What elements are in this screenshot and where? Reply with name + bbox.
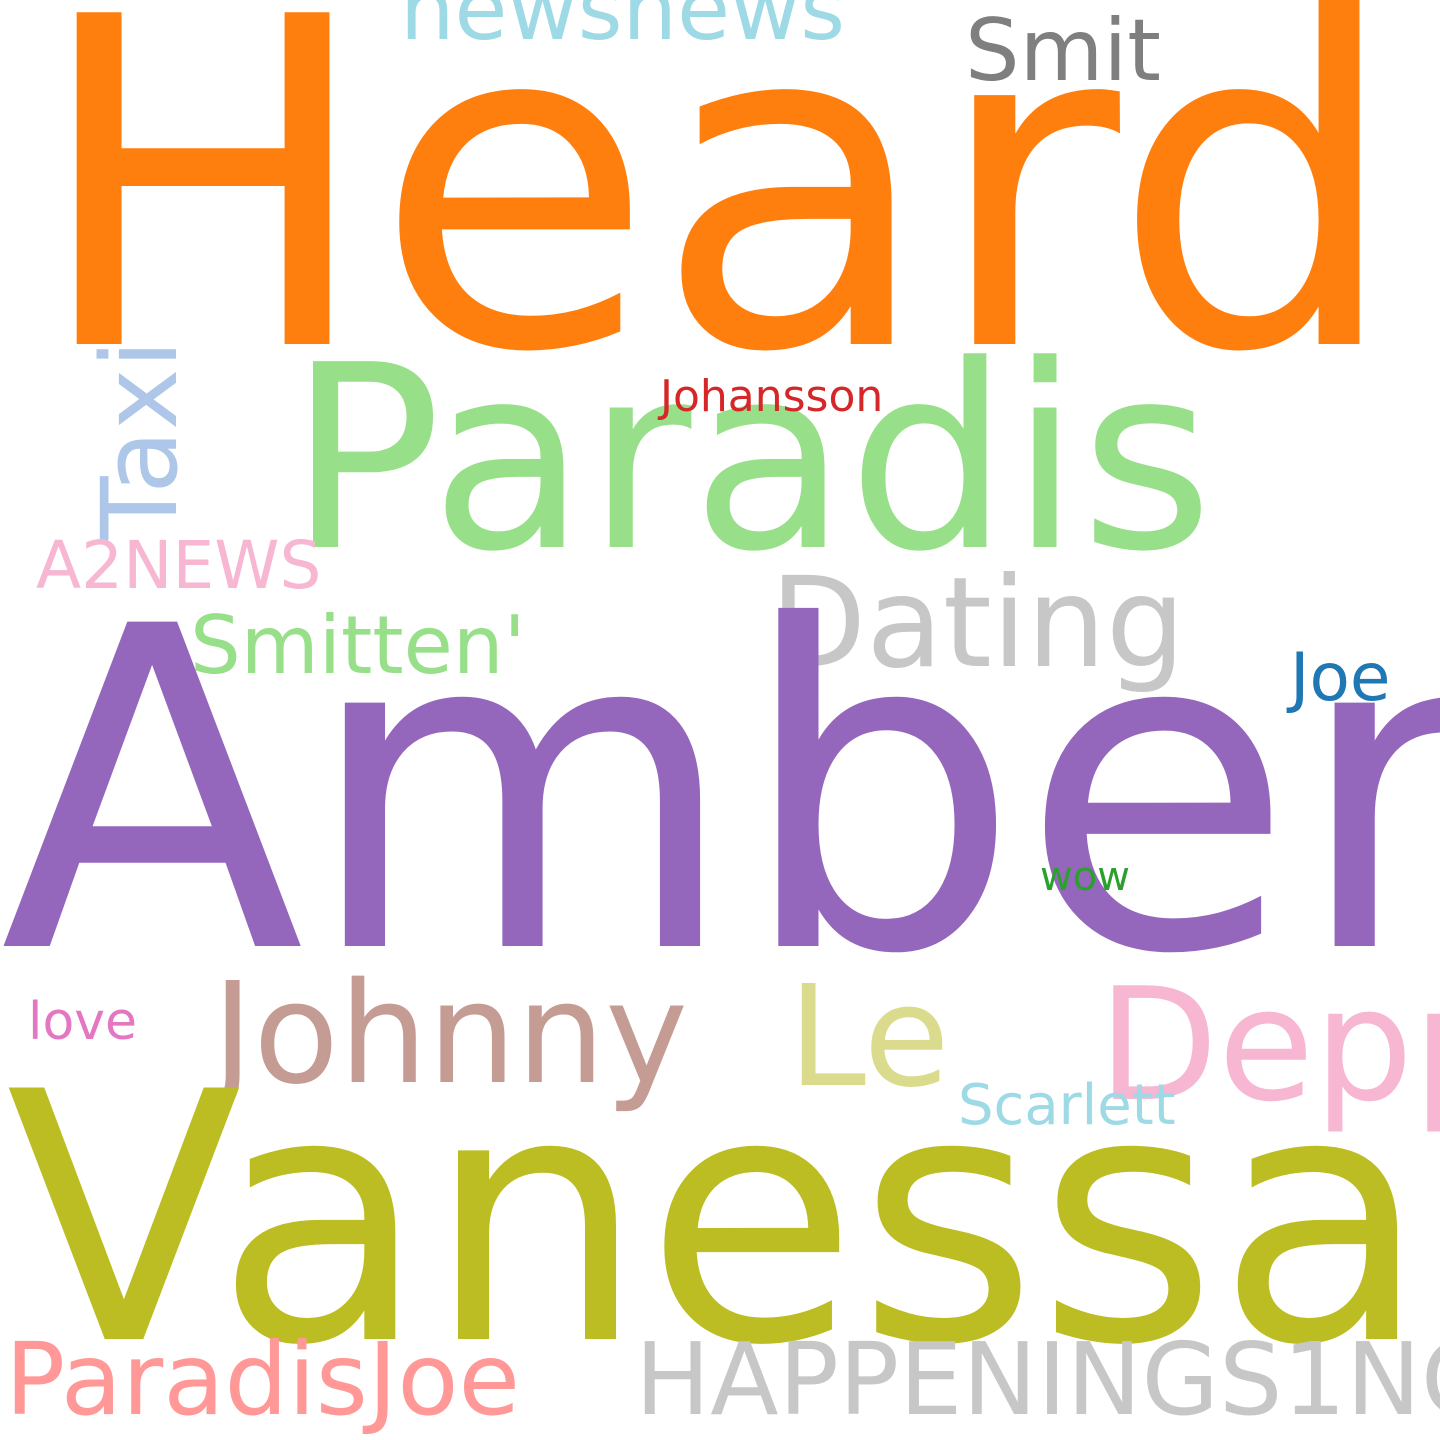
word-heard: Heard <box>32 0 1401 452</box>
word-paradisjoe: ParadisJoe <box>5 1321 521 1438</box>
word-scarlett: Scarlett <box>958 1073 1176 1138</box>
word-vanessa: Vanessa <box>6 1020 1429 1421</box>
word-taxi: Taxi <box>79 339 201 540</box>
word-love: love <box>28 992 138 1052</box>
word-smit: Smit <box>965 1 1161 101</box>
word-amber: Amber <box>0 533 1440 1051</box>
word-smitten: Smitten' <box>190 599 526 692</box>
word-paradis: Paradis <box>288 311 1214 608</box>
word-le: Le <box>788 956 950 1119</box>
word-newsnews: newsnews <box>400 0 846 60</box>
word-johnny: Johnny <box>212 953 688 1116</box>
word-joe: Joe <box>1290 639 1391 716</box>
word-johansson: Johansson <box>660 371 884 422</box>
word-wow: wow <box>1040 854 1130 900</box>
word-happenings1now: HAPPENINGS1NOW <box>635 1321 1440 1438</box>
word-dating: Dating <box>770 551 1186 696</box>
word-depp: Depp <box>1098 954 1440 1136</box>
word-a2news: A2NEWS <box>36 527 322 604</box>
